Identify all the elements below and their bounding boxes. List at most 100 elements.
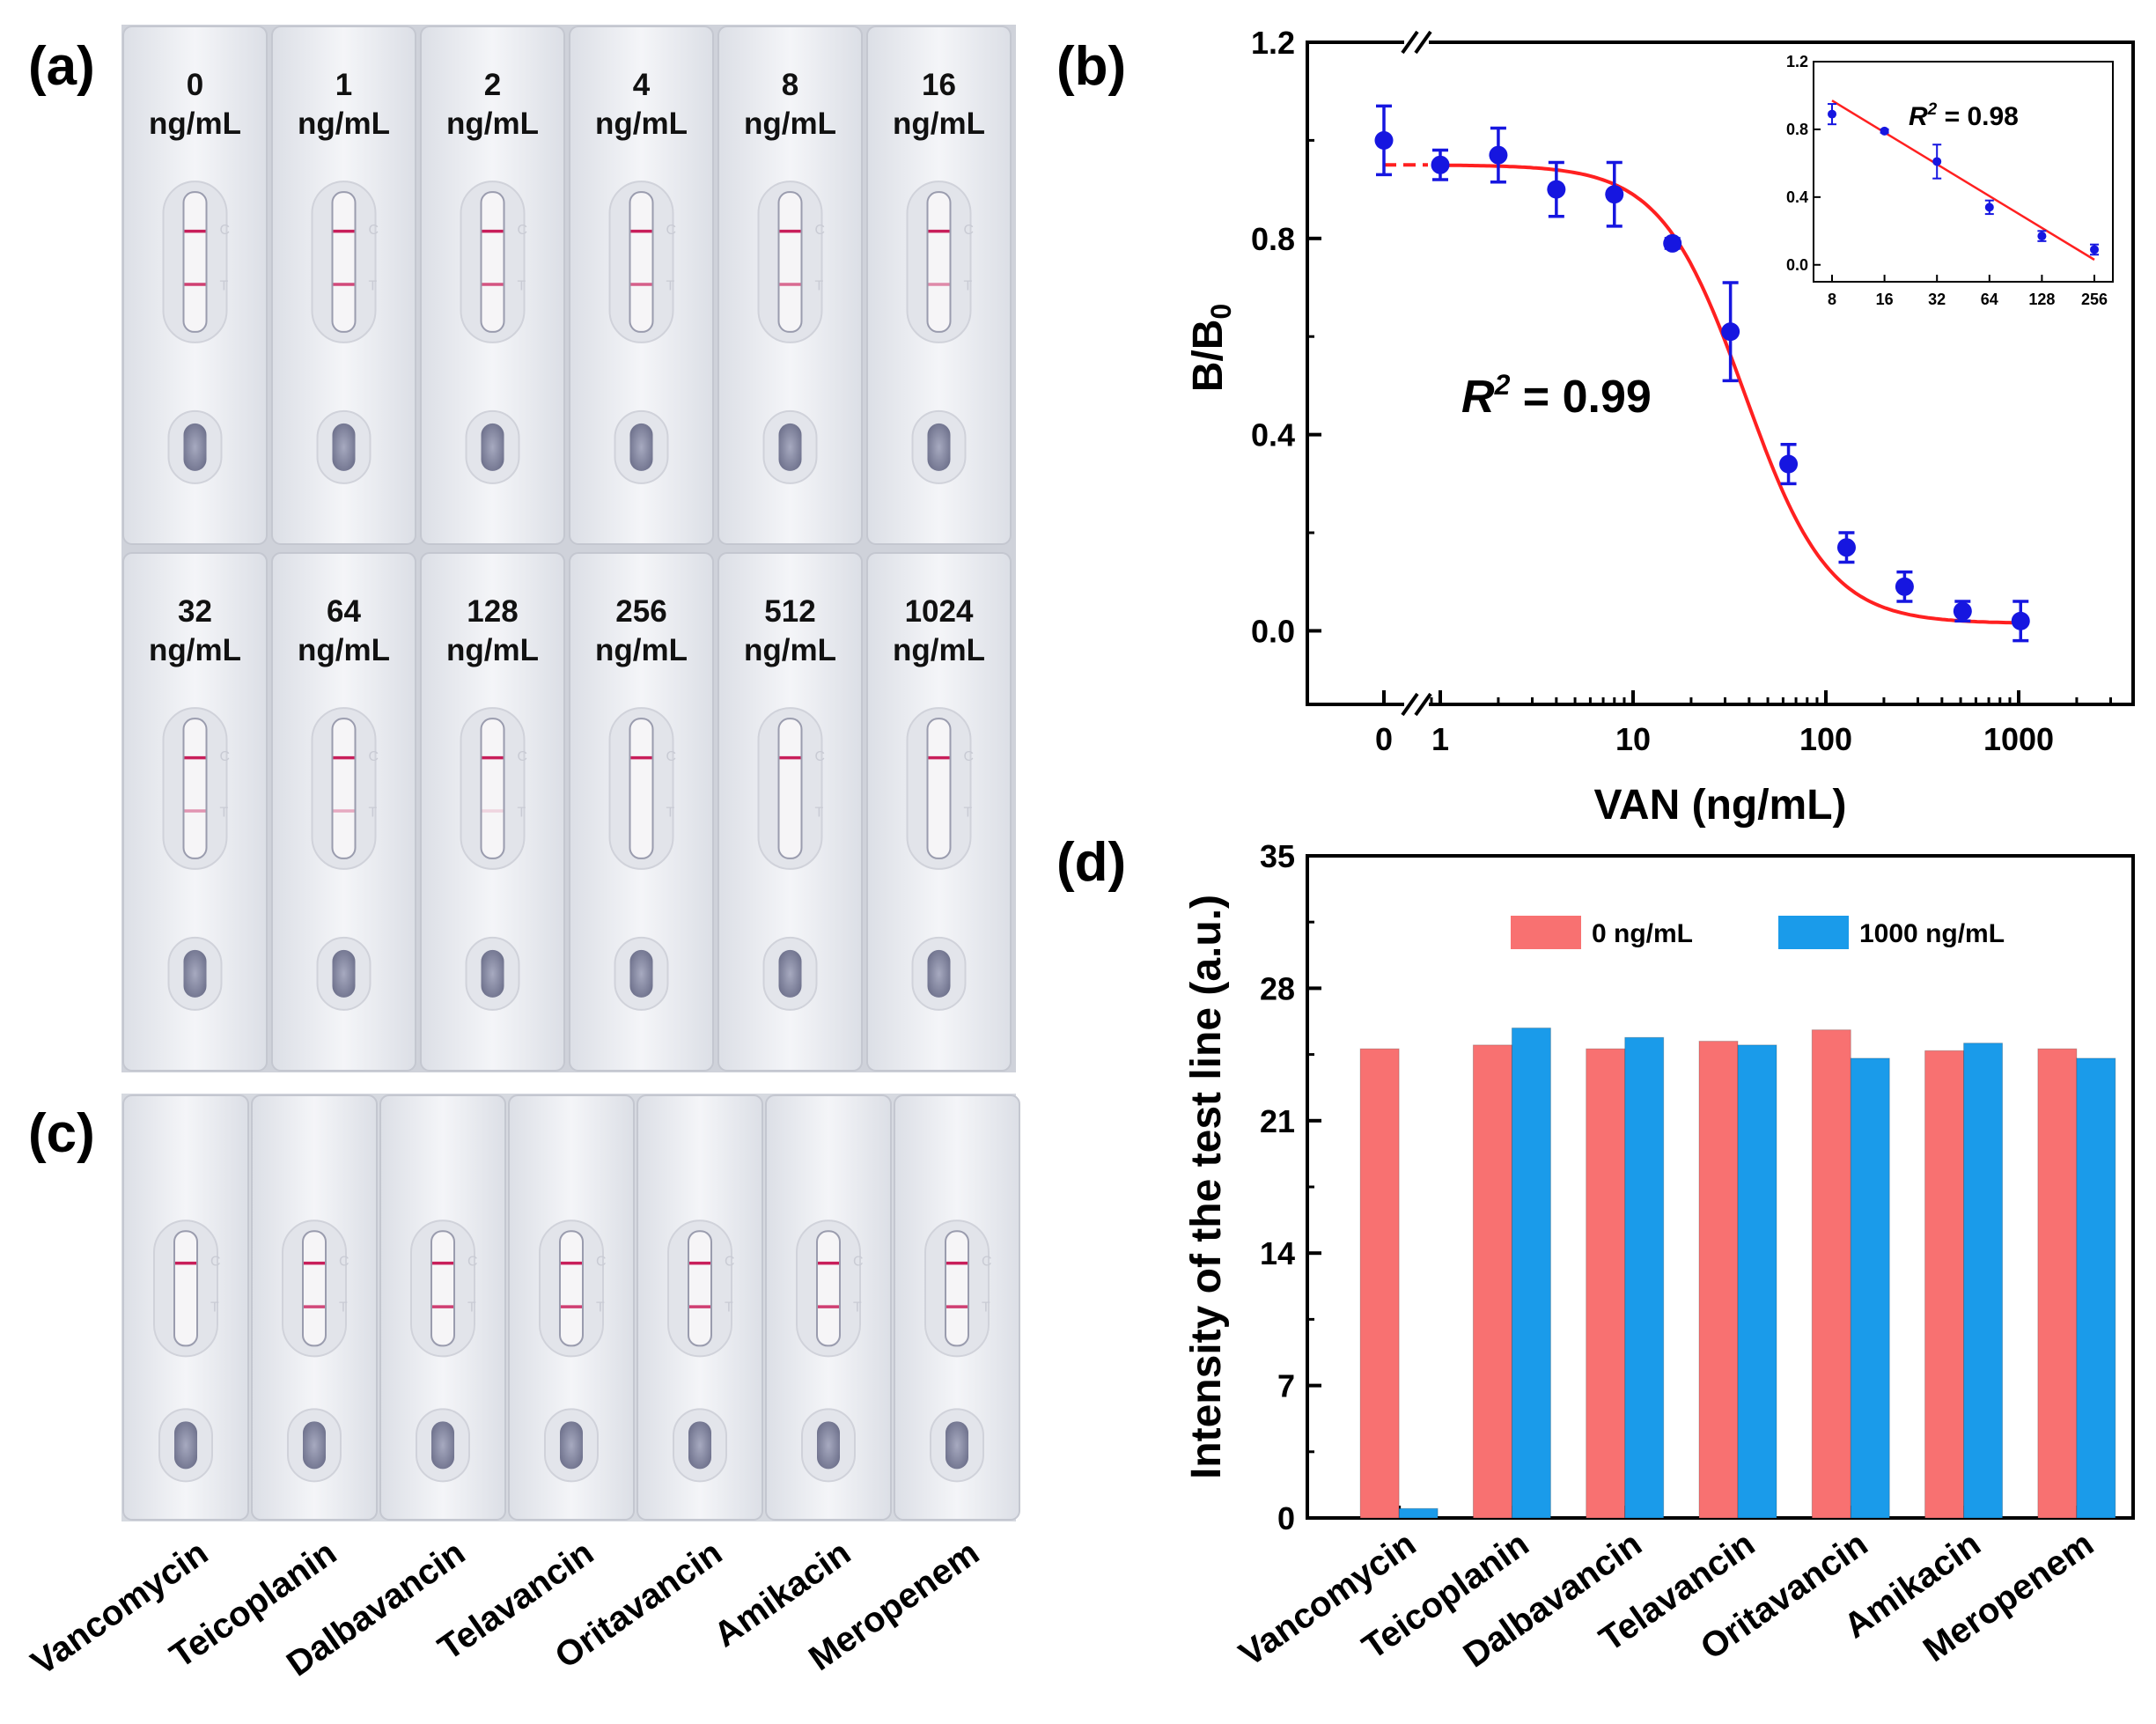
d-y-tick-label-4: 28 xyxy=(1260,970,1295,1006)
d-bar-s1-1 xyxy=(1511,1028,1551,1519)
b-plot-frame xyxy=(1306,41,2135,706)
inset-data-point-0 xyxy=(1828,109,1836,119)
a-row2-strip-5-mark-t: T xyxy=(964,805,973,820)
b-y-axis-title-sub: 0 xyxy=(1205,304,1237,320)
a-row2-strip-3-mark-t: T xyxy=(666,805,675,820)
a-row2-strip-4-window xyxy=(777,718,803,859)
inset-x-tick-label-2: 32 xyxy=(1928,291,1946,308)
a-row2-strip-5-mark-c: C xyxy=(964,749,975,764)
inset-x-tick-label-4: 128 xyxy=(2028,291,2055,308)
a-row1-strip-4-window xyxy=(777,191,803,333)
b-axis-break-bottom xyxy=(1401,692,1432,717)
b-data-point-5 xyxy=(1663,233,1682,253)
b-y-tick-label-3: 1.2 xyxy=(1251,25,1295,61)
c-strip-5-window xyxy=(816,1230,841,1347)
panel-a-row2: C T 32 ng/mL C T 64 ng/mL C T 128 ng/mL C T 256 ng/mL C T… xyxy=(122,552,1012,1072)
d-bar-s0-6 xyxy=(2037,1048,2078,1519)
panel-b-chart: 0.00.40.81.20 1 10 100 1000 VAN (ng/mL) B/B0… xyxy=(1185,25,2135,829)
b-data-point-4 xyxy=(1605,185,1624,204)
inset-r2-sup: 2 xyxy=(1927,100,1938,119)
b-r2-value: = 0.99 xyxy=(1510,372,1651,423)
b-x-tick-label-3: 100 xyxy=(1799,721,1852,757)
c-strip-4-window xyxy=(688,1230,712,1347)
d-bar-s0-4 xyxy=(1811,1029,1851,1519)
b-x-axis-title: VAN (ng/mL) xyxy=(1593,782,1846,829)
b-data-points xyxy=(1374,104,2030,643)
b-ticks: 0.0 0.4 0.8 1.2 0 1 10 100 1000 xyxy=(1251,25,2112,757)
d-bar-s1-5 xyxy=(1963,1043,2004,1519)
c-strip-2-sample-well xyxy=(431,1421,454,1470)
a-row2-strip-0-mark-c: C xyxy=(220,749,231,764)
d-y-tick-label-1: 7 xyxy=(1277,1368,1295,1404)
a-row2-strip-2-window xyxy=(480,718,505,859)
a-row2-conc-3: 256 xyxy=(615,594,666,629)
d-bar-s1-6 xyxy=(2076,1057,2116,1519)
a-row2-strip-3-sample-well xyxy=(629,949,653,998)
c-strip-0-mark-c: C xyxy=(210,1254,221,1269)
inset-data-point-3 xyxy=(1984,203,1994,212)
c-strip-6-sample-well xyxy=(946,1421,968,1470)
a-row2-strip-3-mark-c: C xyxy=(666,749,677,764)
a-row2-strip-0-window xyxy=(182,718,208,859)
a-row1-strip-2-mark-t: T xyxy=(518,278,526,293)
a-row2-unit-2: ng/mL xyxy=(446,633,539,667)
a-row1-conc-5: 16 xyxy=(922,68,956,102)
a-row2-unit-0: ng/mL xyxy=(149,633,241,667)
a-row1-unit-1: ng/mL xyxy=(298,107,390,141)
b-data-point-8 xyxy=(1836,538,1856,557)
panel-letter-c: (c) xyxy=(28,1103,95,1164)
a-row1-strip-3-mark-c: C xyxy=(666,223,677,238)
b-y-tick-label-1: 0.4 xyxy=(1251,417,1295,453)
b-data-point-1 xyxy=(1431,155,1450,174)
b-axis-break-top xyxy=(1401,30,1432,55)
a-row2-strip-1-sample-well xyxy=(332,949,356,998)
b-y-axis-title-main: B/B xyxy=(1185,320,1232,393)
inset-fit-line-path xyxy=(1831,99,2095,262)
c-strip-5-mark-c: C xyxy=(853,1254,864,1269)
d-legend-swatch-0 xyxy=(1511,916,1581,949)
a-row2-strip-2-mark-t: T xyxy=(518,805,526,820)
c-strip-4-mark-c: C xyxy=(725,1254,735,1269)
a-row2-unit-3: ng/mL xyxy=(595,633,688,667)
c-strip-4-sample-well xyxy=(688,1421,711,1470)
c-strip-5-sample-well xyxy=(817,1421,840,1470)
a-row2-unit-4: ng/mL xyxy=(744,633,836,667)
d-bar-s0-1 xyxy=(1472,1044,1512,1519)
a-row1-conc-0: 0 xyxy=(187,68,203,102)
b-data-point-10 xyxy=(1953,601,1972,621)
a-row1-unit-2: ng/mL xyxy=(446,107,539,141)
a-row2-conc-0: 32 xyxy=(178,594,212,629)
d-legend-swatch-1 xyxy=(1778,916,1849,949)
a-row2-unit-1: ng/mL xyxy=(298,633,390,667)
a-row2-strip-4-sample-well xyxy=(778,949,802,998)
a-row1-conc-2: 2 xyxy=(484,68,501,102)
panel-a-strip-photo: C T 0 ng/mL C T 1 ng/mL C T 2 ng/mL C T 4 ng/mL C T 8 ng/mL… xyxy=(121,25,1016,1072)
panel-c-strips: C T C T C T C T C T C T C T xyxy=(122,1094,1020,1521)
a-row1-strip-3-mark-t: T xyxy=(666,278,675,293)
a-row2-strip-0-sample-well xyxy=(183,949,207,998)
c-strip-0-window xyxy=(173,1230,198,1347)
a-row1-unit-3: ng/mL xyxy=(595,107,688,141)
a-row2-conc-5: 1024 xyxy=(905,594,974,629)
inset-r2-prefix: R xyxy=(1909,102,1928,131)
a-row1-strip-4-mark-t: T xyxy=(815,278,824,293)
d-bar-s0-5 xyxy=(1924,1050,1965,1519)
a-row2-unit-5: ng/mL xyxy=(893,633,985,667)
a-row1-unit-5: ng/mL xyxy=(893,107,985,141)
c-strip-6-window xyxy=(945,1230,969,1347)
c-strip-6-mark-t: T xyxy=(982,1300,990,1315)
d-y-tick-label-3: 21 xyxy=(1260,1103,1295,1139)
c-strip-3-sample-well xyxy=(560,1421,583,1470)
c-strip-1-window xyxy=(302,1230,327,1347)
inset-data-point-1 xyxy=(1880,126,1889,136)
d-y-tick-label-0: 0 xyxy=(1277,1500,1295,1536)
b-x-tick-label-2: 10 xyxy=(1615,721,1651,757)
panel-d-chart: 0 7 14 21 28 35 VancomycinTeicoplaninDalbavan… xyxy=(1183,838,2135,1676)
a-row2-strip-2-mark-c: C xyxy=(518,749,528,764)
d-bar-s1-0 xyxy=(1398,1507,1439,1519)
b-data-point-9 xyxy=(1895,577,1914,596)
c-strip-0-sample-well xyxy=(174,1421,197,1470)
a-row2-strip-5-sample-well xyxy=(927,949,951,998)
d-legend: 0 ng/mL 1000 ng/mL xyxy=(1511,916,2005,949)
a-row2-strip-1-mark-c: C xyxy=(369,749,379,764)
